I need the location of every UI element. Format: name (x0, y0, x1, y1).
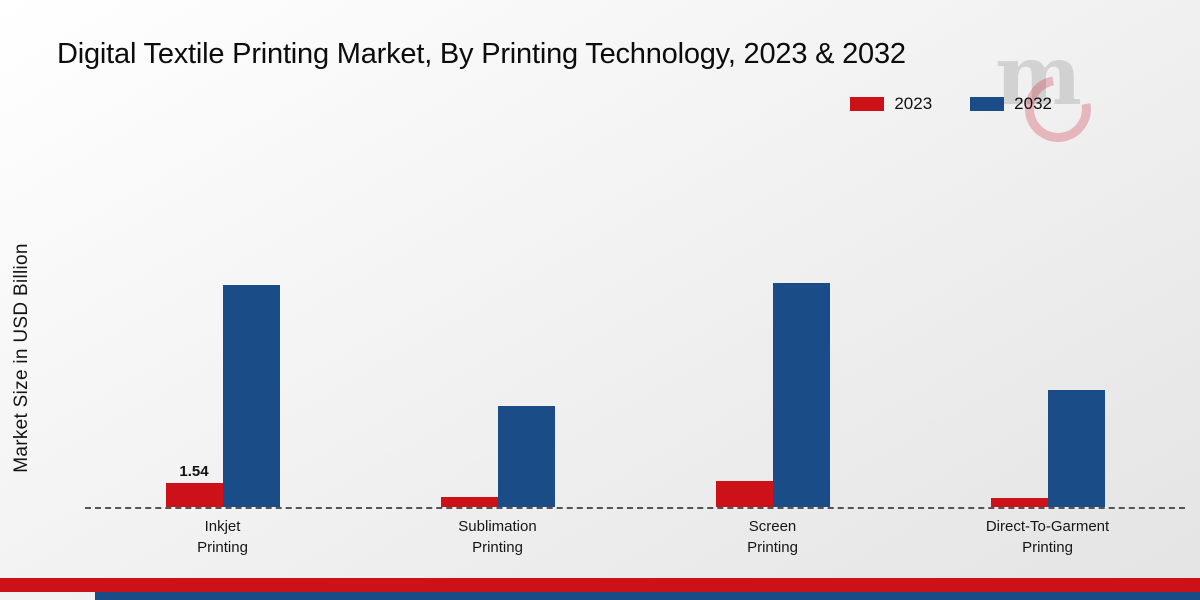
plot-area: 1.54 (85, 277, 1185, 509)
watermark-m-glyph: m (995, 28, 1082, 124)
category-label: Inkjet Printing (197, 518, 248, 557)
bar-column (222, 285, 280, 507)
category-label: Screen Printing (747, 518, 798, 557)
bar-2032-group-1 (222, 285, 280, 507)
category-label: Sublimation Printing (458, 518, 537, 557)
footer-blue-bar (95, 592, 1200, 600)
legend-label-2032: 2032 (1014, 94, 1052, 113)
bar-2023-group-2 (440, 497, 498, 507)
legend-label-2023: 2023 (894, 94, 933, 113)
legend: 2023 2032 (850, 94, 1052, 114)
footer-red-bar (0, 578, 1200, 592)
legend-swatch-2032 (970, 97, 1005, 111)
bar-column (497, 406, 555, 507)
bar-value-label: 1.54 (179, 463, 209, 480)
x-axis-category-labels: Inkjet Printing Sublimation Printing Scree… (85, 516, 1185, 559)
legend-item-2023: 2023 (850, 94, 932, 114)
category-label: Direct-To-Garment Printing (985, 518, 1110, 557)
chart-title: Digital Textile Printing Market, By Prin… (57, 38, 906, 70)
bar-2023-group-3 (715, 481, 773, 507)
bar-group (440, 406, 555, 507)
legend-swatch-2023 (850, 97, 885, 111)
bar-group (990, 390, 1105, 507)
bar-2032-group-4 (1047, 390, 1105, 507)
bar-2032-group-2 (497, 406, 555, 507)
bar-2023-group-1 (165, 483, 223, 507)
bar-column (990, 498, 1048, 507)
watermark-logo: m (995, 28, 1105, 155)
bar-group (715, 283, 830, 507)
bar-column: 1.54 (165, 463, 223, 507)
bar-group: 1.54 (165, 285, 280, 507)
bar-2023-group-4 (990, 498, 1048, 507)
y-axis-label: Market Size in USD Billion (11, 243, 32, 473)
bar-column (715, 481, 773, 507)
bar-2032-group-3 (772, 283, 830, 507)
legend-item-2032: 2032 (970, 94, 1052, 114)
bar-column (772, 283, 830, 507)
bar-column (440, 497, 498, 507)
bar-column (1047, 390, 1105, 507)
